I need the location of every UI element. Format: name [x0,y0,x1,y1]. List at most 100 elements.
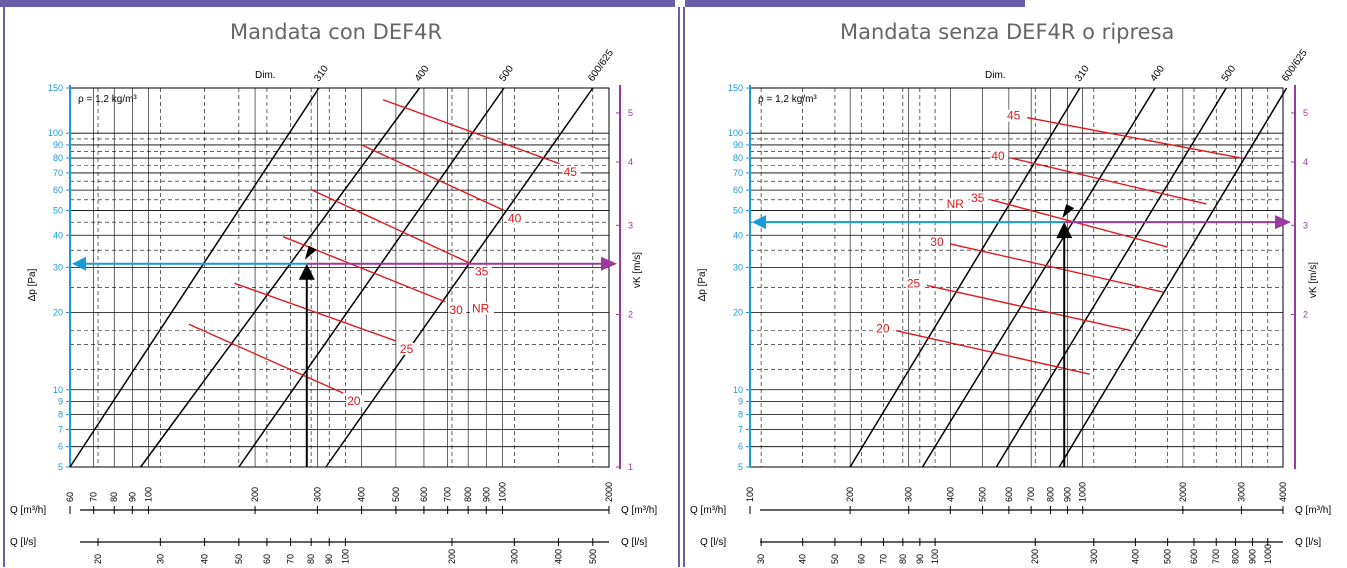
x-tick-label-m3h: 600 [1004,487,1014,502]
nr-label-bg [448,303,467,316]
dp-tick-label: 100 [728,128,743,138]
dp-tick-label: 9 [58,397,63,407]
nr-label-bg [474,265,493,278]
nr-label-45: 45 [564,165,578,179]
panel-frame-right [683,7,1347,567]
x-axis-label-ls: Q [l/s] [700,537,726,548]
dp-tick-label: 80 [53,153,63,163]
nr-curve-45 [382,99,560,165]
dp-tick-label: 5 [58,462,63,472]
dp-tick-label: 70 [733,168,743,178]
dp-tick-label: 100 [48,128,63,138]
nr-label-40: 40 [991,149,1005,163]
dp-tick-label: 150 [48,83,63,93]
x-axis-label-m3h: Q [m³/h] [690,505,726,516]
nr-curve-25 [926,284,1132,332]
dp-tick-label: 8 [738,410,743,420]
x-tick-label-ls: 100 [340,549,350,564]
x-axis-label-ls: Q [l/s] [10,537,36,548]
density-label: ρ = 1,2 kg/m³ [758,94,817,105]
x-tick-label-m3h: 800 [1045,487,1055,502]
dim-label-310: 310 [1073,63,1092,83]
v-axis-label: vK [m/s] [1308,262,1319,298]
operating-point-v-arrow [1275,215,1291,230]
panel-frame-left [3,7,680,567]
x-tick-label-m3h: 900 [1062,487,1072,502]
x-axis-label-ls-right: Q [l/s] [1295,537,1321,548]
x-tick-label-m3h: 400 [945,487,955,502]
x-tick-label-ls: 60 [856,554,866,564]
dim-line-600-625 [1058,87,1288,468]
v-tick-label: 3 [1303,220,1308,230]
dp-tick-label: 40 [733,230,743,240]
nr-label: NR [472,302,490,316]
x-tick-label-m3h: 700 [1026,487,1036,502]
x-tick-label-ls: 30 [756,554,766,564]
x-tick-label-ls: 40 [200,554,210,564]
x-tick-label-m3h: 1000 [1078,482,1088,502]
dim-label-400: 400 [1148,63,1167,83]
x-tick-label-ls: 400 [1130,549,1140,564]
x-tick-label-m3h: 90 [127,492,137,502]
x-tick-label-m3h: 900 [481,487,491,502]
nr-label-bg [944,198,969,211]
x-axis-label-m3h-right: Q [m³/h] [1295,505,1331,516]
x-tick-label-ls: 80 [898,554,908,564]
x-tick-label-m3h: 300 [904,487,914,502]
dp-tick-label: 20 [733,308,743,318]
x-tick-label-ls: 40 [798,554,808,564]
x-tick-label-m3h: 1000 [497,482,507,502]
x-tick-label-ls: 70 [286,554,296,564]
dp-tick-label: 70 [53,168,63,178]
dp-axis-label: Δp [Pa] [697,268,708,301]
dim-line-400 [140,87,421,468]
dim-label: Dim. [255,70,276,81]
operating-point-q-arrow [1056,222,1073,239]
x-tick-label-ls: 900 [1248,549,1258,564]
chart-title-right: Mandata senza DEF4R o ripresa [840,20,1175,44]
nr-label-20: 20 [347,394,361,408]
nr-curve-35 [311,189,472,265]
x-tick-label-ls: 50 [234,554,244,564]
nr-label-bg [469,302,494,315]
dim-label: Dim. [985,70,1006,81]
x-tick-label-ls: 60 [262,554,272,564]
v-axis-label: vK [m/s] [632,252,643,288]
v-tick-label: 4 [628,157,633,167]
nr-label-20: 20 [876,322,890,336]
x-tick-label-ls: 20 [93,554,103,564]
dim-label-600-625: 600/625 [1280,47,1310,83]
x-tick-label-ls: 1000 [1263,544,1273,564]
x-tick-label-ls: 200 [447,549,457,564]
x-tick-label-m3h: 2000 [1178,482,1188,502]
x-tick-label-ls: 800 [1231,549,1241,564]
x-tick-label-m3h: 60 [65,492,75,502]
dp-tick-label: 90 [733,140,743,150]
panel-header-bar-right [685,0,1025,7]
operating-point-v-arrow [601,256,617,271]
nr-label-35: 35 [475,265,489,279]
x-tick-label-m3h: 2000 [604,482,614,502]
dp-tick-label: 50 [733,205,743,215]
dim-line-500 [995,87,1227,468]
x-tick-label-m3h: 100 [745,487,755,502]
panel-header-bar-left [0,0,675,7]
x-tick-label-m3h: 700 [443,487,453,502]
dp-tick-label: 60 [53,185,63,195]
v-tick-label: 4 [1303,157,1308,167]
dp-tick-label: 30 [733,262,743,272]
dp-tick-label: 10 [53,385,63,395]
x-tick-label-ls: 30 [155,554,165,564]
nr-label-30: 30 [930,235,944,249]
nr-label-bg [905,277,924,290]
dim-label-500: 500 [1220,63,1239,83]
v-tick-label: 2 [628,310,633,320]
x-tick-label-ls: 100 [930,549,940,564]
x-tick-label-ls: 50 [830,554,840,564]
nr-label-bg [990,150,1009,163]
x-tick-label-ls: 700 [1211,549,1221,564]
x-tick-label-m3h: 800 [463,487,473,502]
v-tick-label: 2 [1303,310,1308,320]
